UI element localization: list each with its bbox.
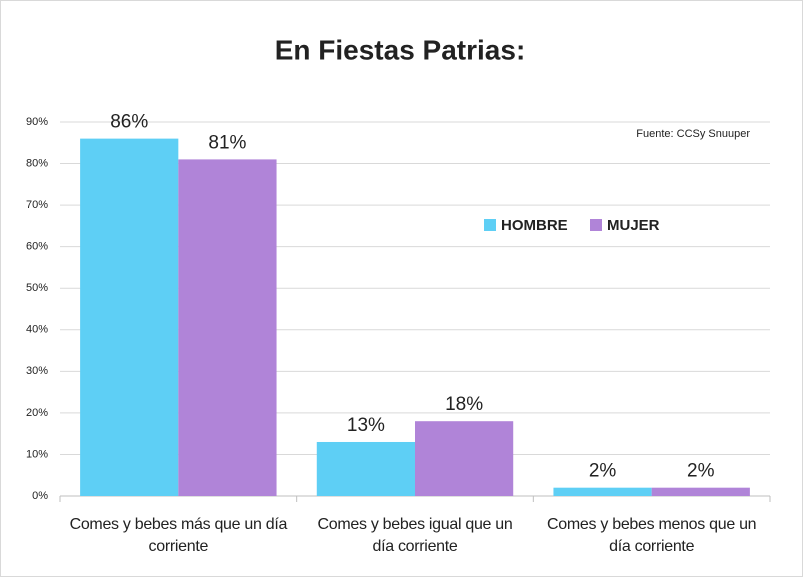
data-label: 2% (687, 461, 715, 482)
source-annotation: Fuente: CCSy Snuuper (636, 128, 750, 140)
x-tick-label: Comes y bebes más que un día corriente (69, 516, 288, 555)
bar (553, 487, 652, 496)
data-label: 13% (347, 415, 385, 436)
bar (178, 159, 277, 496)
y-tick-label: 80% (26, 157, 48, 169)
legend-swatch (590, 219, 602, 231)
bar (316, 441, 415, 496)
x-tick-label: Comes y bebes igual que un día corriente (317, 516, 513, 555)
y-tick-label: 10% (26, 448, 48, 460)
legend-label: HOMBRE (501, 217, 568, 234)
y-tick-label: 90% (26, 116, 48, 128)
y-tick-label: 40% (26, 324, 48, 336)
data-label: 86% (110, 112, 148, 133)
data-label: 2% (589, 461, 617, 482)
y-tick-label: 30% (26, 365, 48, 377)
bar (80, 138, 179, 496)
chart-title: En Fiestas Patrias: (275, 34, 526, 65)
legend-label: MUJER (607, 217, 660, 234)
data-label: 81% (208, 132, 246, 153)
bar (415, 421, 514, 496)
data-label: 18% (445, 394, 483, 415)
y-tick-label: 20% (26, 407, 48, 419)
y-tick-label: 0% (32, 490, 48, 502)
y-tick-label: 50% (26, 282, 48, 294)
legend-swatch (484, 219, 496, 231)
y-tick-label: 70% (26, 199, 48, 211)
bar (651, 487, 750, 496)
x-tick-label: Comes y bebes menos que un día corriente (547, 516, 757, 555)
y-tick-label: 60% (26, 241, 48, 253)
